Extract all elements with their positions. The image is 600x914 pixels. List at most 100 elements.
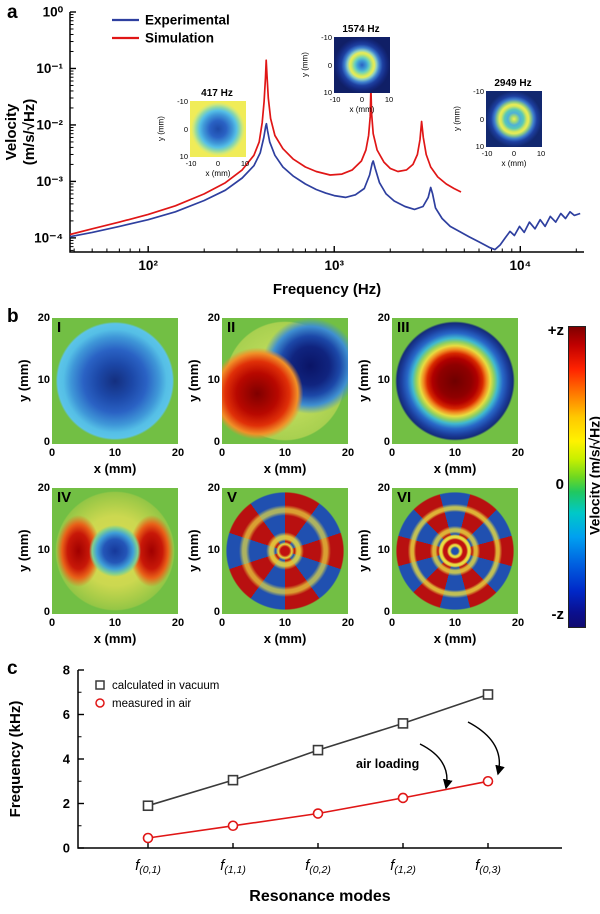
legend-a: Experimental Simulation xyxy=(112,13,230,46)
mode-map-iv: IV xyxy=(52,488,178,614)
svg-text:8: 8 xyxy=(63,663,70,678)
map-x-tick: 10 xyxy=(278,617,292,629)
colorbar-max-label: +z xyxy=(547,322,564,339)
inset-y-tick: 10 xyxy=(475,142,484,151)
map-x-tick: 20 xyxy=(171,447,185,459)
map-x-tick: 0 xyxy=(388,447,396,459)
svg-text:10⁰: 10⁰ xyxy=(43,5,64,20)
map-x-tick: 10 xyxy=(448,617,462,629)
air-loading-arrow-2 xyxy=(467,721,505,776)
marker-square xyxy=(397,718,409,729)
map-y-tick: 10 xyxy=(207,374,220,386)
inset-y-tick: -10 xyxy=(473,87,484,96)
map-y-tick: 10 xyxy=(377,374,390,386)
inset-y-tick: 0 xyxy=(183,125,188,134)
marker-circle xyxy=(397,792,409,804)
svg-text:6: 6 xyxy=(63,707,70,722)
map-x-axis-label: x (mm) xyxy=(263,461,307,476)
y-axis-label-c: Frequency (kHz) xyxy=(7,701,24,818)
mode-shape-map-417hz xyxy=(190,101,246,157)
series-experimental xyxy=(69,122,581,251)
mode-map-cell-iii: y (mm) 20 10 0 III 0 10 20 x (mm) xyxy=(356,312,526,482)
map-x-tick: 0 xyxy=(218,447,226,459)
inset-y-tick: -10 xyxy=(177,97,188,106)
inset-x-axis-label: x (mm) xyxy=(501,159,527,168)
svg-text:2: 2 xyxy=(63,796,70,811)
svg-text:10⁴: 10⁴ xyxy=(509,258,531,273)
map-y-tick: 0 xyxy=(43,606,50,618)
panel-a-frequency-response: a 10² 10³ 10⁴ 10⁰ 10⁻¹ 10⁻² 10⁻³ 10⁻⁴ Frequency … xyxy=(0,0,600,306)
colorbar-gradient xyxy=(568,326,586,628)
series-simulation xyxy=(69,59,462,236)
map-x-axis-label: x (mm) xyxy=(263,631,307,646)
inset-x-tick: -10 xyxy=(481,149,493,158)
inset-x-axis-label: x (mm) xyxy=(205,169,231,178)
mode-map-vi: VI xyxy=(392,488,518,614)
inset-1574-hz: 1574 Hz y (mm) -10 0 10 -10 0 10 x (mm) xyxy=(300,24,404,120)
svg-text:10⁻²: 10⁻² xyxy=(36,117,63,132)
air-loading-arrow-1 xyxy=(419,743,453,790)
map-x-axis-label: x (mm) xyxy=(93,631,137,646)
svg-text:10²: 10² xyxy=(138,258,158,273)
inset-x-tick: -10 xyxy=(185,159,197,168)
mode-tick-label: f(0,3) xyxy=(475,857,501,876)
mode-map-numeral: II xyxy=(227,319,236,336)
mode-map-numeral: III xyxy=(397,319,410,336)
map-y-tick: 10 xyxy=(377,544,390,556)
inset-x-tick: 0 xyxy=(215,159,221,168)
map-y-tick: 10 xyxy=(37,374,50,386)
mode-tick-label: f(0,2) xyxy=(305,857,331,876)
inset-2949-hz: 2949 Hz y (mm) -10 0 10 -10 0 10 x (mm) xyxy=(452,78,556,174)
inset-x-tick: 0 xyxy=(359,95,365,104)
inset-x-tick: 0 xyxy=(511,149,517,158)
map-y-tick: 0 xyxy=(383,436,390,448)
marker-square xyxy=(312,744,324,756)
map-x-axis-label: x (mm) xyxy=(93,461,137,476)
x-axis-label-a: Frequency (Hz) xyxy=(273,281,381,298)
map-y-tick: 0 xyxy=(213,436,220,448)
map-y-tick: 10 xyxy=(37,544,50,556)
air-loading-annotation: air loading xyxy=(356,757,419,771)
mode-map-cell-vi: y (mm) 20 10 0 VI 0 10 20 x (mm) xyxy=(356,482,526,652)
mode-map-cell-ii: y (mm) 20 10 0 II 0 10 20 x (mm) xyxy=(186,312,356,482)
svg-text:measured in air: measured in air xyxy=(112,698,191,710)
inset-y-tick: 10 xyxy=(323,88,332,97)
svg-text:0: 0 xyxy=(63,841,70,856)
marker-circle xyxy=(227,820,239,832)
map-x-axis-label: x (mm) xyxy=(433,631,477,646)
inset-x-axis-label: x (mm) xyxy=(349,105,375,114)
svg-text:calculated in vacuum: calculated in vacuum xyxy=(112,680,219,692)
mode-map-numeral: V xyxy=(227,489,238,506)
marker-square xyxy=(142,800,154,812)
colorbar: +z 0 -z Velocity (m/s/√Hz) xyxy=(538,322,600,638)
marker-circle xyxy=(312,808,324,819)
mode-map-numeral: IV xyxy=(57,489,72,506)
map-y-tick: 20 xyxy=(207,312,220,324)
legend-c: calculated in vacuum measured in air xyxy=(95,680,219,710)
frequency-response-chart: 10² 10³ 10⁴ 10⁰ 10⁻¹ 10⁻² 10⁻³ 10⁻⁴ Frequency (H… xyxy=(3,5,584,298)
map-y-tick: 10 xyxy=(207,544,220,556)
mode-map-cell-v: y (mm) 20 10 0 V 0 10 20 x (mm) xyxy=(186,482,356,652)
axes-c: 0 2 4 6 8 f(0,1) f(1,1) f(0,2) f(1,2) f(0,3) xyxy=(63,663,562,876)
svg-text:Simulation: Simulation xyxy=(145,31,214,46)
panel-b-label: b xyxy=(7,306,19,327)
map-y-tick: 0 xyxy=(213,606,220,618)
mode-map-numeral: I xyxy=(57,319,62,336)
map-x-tick: 0 xyxy=(218,617,226,629)
inset-y-tick: 0 xyxy=(327,61,332,70)
y-axis-label-a-2: (m/s/√Hz) xyxy=(21,99,38,166)
axes-a: 10² 10³ 10⁴ 10⁰ 10⁻¹ 10⁻² 10⁻³ 10⁻⁴ xyxy=(34,5,584,273)
inset-417-hz: 417 Hz y (mm) -10 0 10 -10 0 10 x (mm) xyxy=(156,88,260,184)
marker-square xyxy=(227,774,239,786)
panel-c-label: c xyxy=(7,658,18,679)
x-axis-label-c: Resonance modes xyxy=(249,888,390,905)
svg-text:10⁻³: 10⁻³ xyxy=(36,174,63,189)
inset-y-axis-label: y (mm) xyxy=(300,52,310,78)
map-x-tick: 20 xyxy=(341,447,355,459)
panel-b-mode-maps: b y (mm) 20 10 0 I 0 10 20 x (mm) y (mm) 20 10 0 II 0 1… xyxy=(0,306,600,658)
panel-c-resonance-modes: c 0 2 4 6 8 f(0,1) f(1,1) f(0,2) f(1,2) f(0,3) Res… xyxy=(0,658,600,909)
svg-text:10⁻¹: 10⁻¹ xyxy=(36,61,63,76)
colorbar-min-label: -z xyxy=(551,606,565,623)
map-x-axis-label: x (mm) xyxy=(433,461,477,476)
map-x-tick: 0 xyxy=(388,617,396,629)
